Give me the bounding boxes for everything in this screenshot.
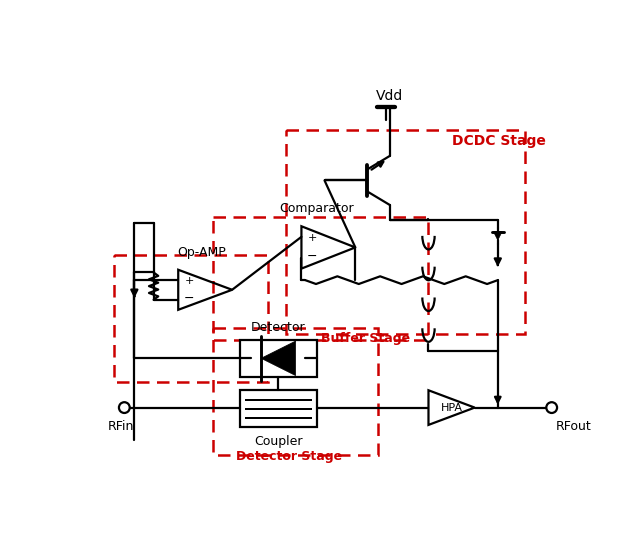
- Text: Coupler: Coupler: [254, 434, 303, 448]
- Bar: [114, 255, 268, 382]
- Text: Detector: Detector: [251, 321, 305, 334]
- Text: −: −: [184, 292, 194, 305]
- Bar: [213, 329, 379, 455]
- Text: Buffer Stage: Buffer Stage: [321, 332, 410, 345]
- Text: Vdd: Vdd: [376, 89, 404, 102]
- Text: RFin: RFin: [107, 420, 134, 433]
- Polygon shape: [261, 341, 296, 376]
- Text: Detector Stage: Detector Stage: [236, 450, 342, 463]
- Text: RFout: RFout: [556, 420, 592, 433]
- Text: Comparator: Comparator: [280, 202, 354, 216]
- Text: HPA: HPA: [440, 403, 462, 413]
- Bar: [213, 217, 428, 340]
- Text: +: +: [185, 276, 194, 286]
- Bar: [240, 340, 317, 377]
- Text: +: +: [307, 233, 317, 243]
- Text: Op-AMP: Op-AMP: [177, 246, 226, 259]
- Polygon shape: [493, 232, 502, 240]
- Text: DCDC Stage: DCDC Stage: [451, 134, 545, 148]
- Text: −: −: [307, 250, 318, 263]
- Bar: [240, 390, 317, 427]
- Bar: [286, 130, 525, 334]
